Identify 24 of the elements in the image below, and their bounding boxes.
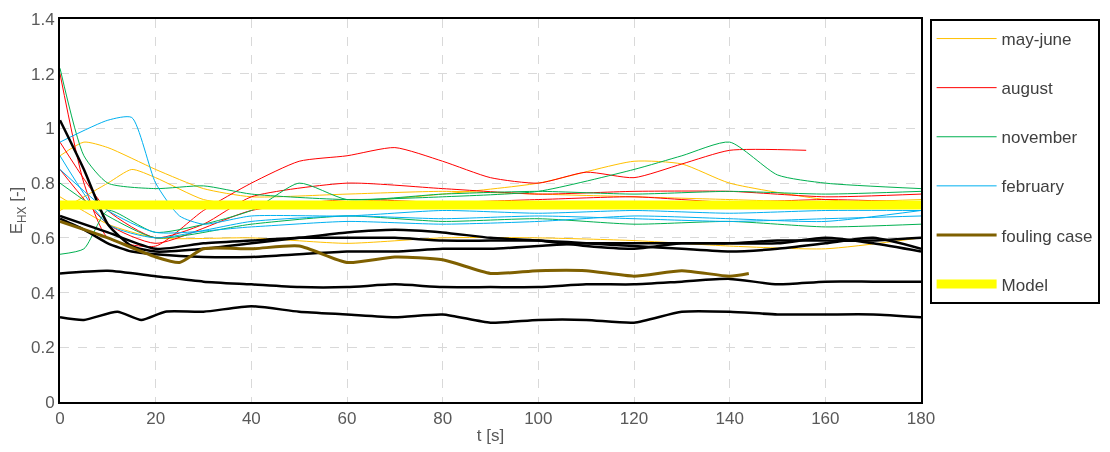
x-tick-label: 120 [619, 409, 649, 429]
legend-label: february [1001, 177, 1065, 197]
legend-label: may-june [1001, 30, 1072, 50]
y-tick-label: 1.2 [30, 64, 55, 84]
x-tick-label: 20 [146, 409, 166, 429]
x-tick-label: 100 [524, 409, 553, 429]
x-tick-label: 140 [715, 409, 744, 429]
y-tick-label: 1 [45, 119, 55, 139]
x-tick-label: 160 [811, 409, 840, 429]
y-tick-label: 0.8 [30, 174, 55, 194]
x-tick-label: 180 [906, 409, 936, 429]
x-tick-label: 40 [241, 409, 261, 429]
legend-label: Model [1001, 275, 1048, 295]
y-tick-label: 0.6 [30, 228, 55, 248]
legend-label: fouling case [1001, 226, 1093, 246]
y-tick-label: 0.2 [30, 338, 55, 358]
y-tick-label: 0 [45, 392, 55, 412]
y-tick-label: 0.4 [30, 283, 55, 303]
x-tick-label: 60 [337, 409, 357, 429]
x-tick-label: 80 [433, 409, 453, 429]
x-axis-title: t [s] [476, 426, 505, 446]
legend-label: august [1001, 79, 1053, 99]
legend-label: november [1001, 128, 1078, 148]
y-tick-label: 1.4 [30, 9, 55, 29]
